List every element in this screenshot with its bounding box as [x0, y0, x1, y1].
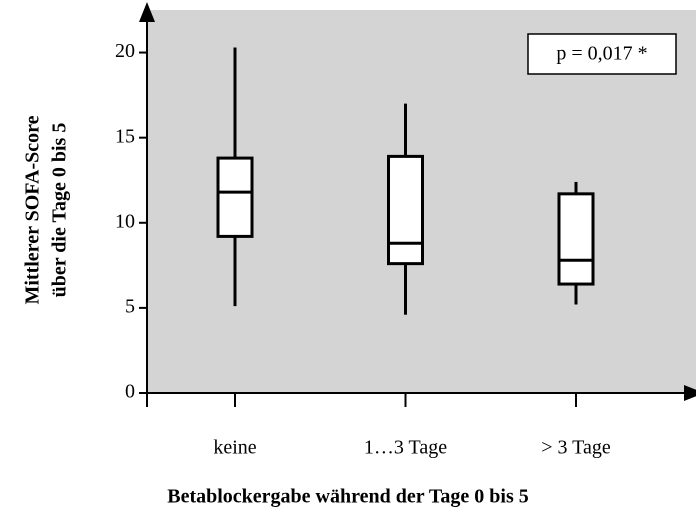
y-axis-label: Mittlerer SOFA-Score	[22, 115, 44, 304]
y-tick-label: 20	[115, 40, 135, 62]
x-tick-label: > 3 Tage	[541, 437, 611, 459]
y-axis-label: über die Tage 0 bis 5	[49, 123, 71, 298]
x-tick-label: keine	[213, 437, 256, 459]
y-tick-label: 5	[125, 295, 135, 317]
y-tick-label: 10	[115, 210, 135, 232]
y-tick-label: 15	[115, 125, 135, 147]
box	[387, 154, 424, 266]
x-tick-label: 1…3 Tage	[364, 437, 447, 459]
box	[557, 192, 595, 286]
box	[216, 156, 254, 238]
x-axis-label: Betablockergabe während der Tage 0 bis 5	[167, 486, 529, 508]
annotation: p = 0,017 *	[556, 43, 647, 65]
annotation-box	[527, 33, 677, 75]
y-tick-label: 0	[125, 381, 135, 403]
